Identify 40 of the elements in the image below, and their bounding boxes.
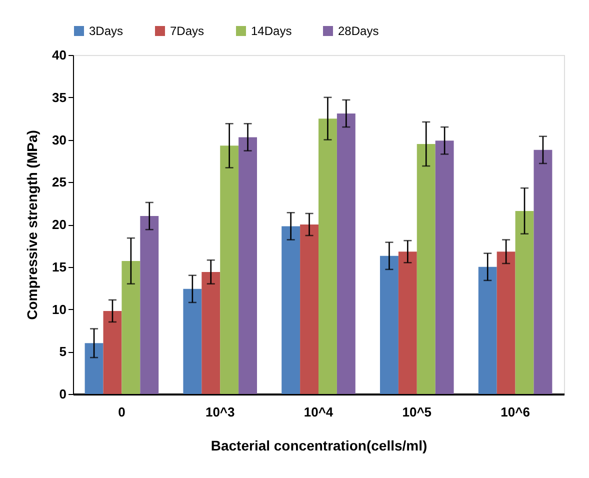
y-tick-label: 30 — [52, 132, 66, 148]
bar — [122, 260, 140, 394]
bar — [84, 343, 104, 394]
y-tick-label: 5 — [59, 344, 66, 360]
legend-label: 28Days — [338, 24, 379, 38]
bar — [300, 224, 318, 394]
x-axis-title: Bacterial concentration(cells/ml) — [210, 438, 428, 454]
bar — [183, 288, 202, 394]
x-tick-label: 10^6 — [500, 404, 530, 420]
bar — [202, 272, 220, 394]
x-tick-label: 0 — [118, 404, 126, 420]
bar — [336, 113, 356, 394]
y-tick-label: 25 — [52, 174, 66, 190]
bar — [238, 137, 257, 394]
bar — [398, 252, 417, 394]
bar — [534, 150, 552, 394]
bar — [140, 216, 159, 394]
y-tick-label: 20 — [52, 217, 66, 232]
y-tick-label: 15 — [52, 259, 66, 274]
x-tick-label: 10^5 — [402, 404, 432, 420]
bar — [103, 310, 122, 394]
bar — [515, 210, 534, 394]
bar — [496, 252, 516, 394]
x-tick-label: 10^3 — [205, 404, 235, 420]
y-tick-label: 0 — [59, 386, 66, 402]
legend-label: 7Days — [170, 24, 204, 38]
y-tick-label: 35 — [52, 90, 66, 105]
y-axis-title: Compressive strength (MPa) — [24, 130, 40, 320]
bar — [220, 146, 239, 394]
bar — [318, 118, 337, 394]
bar — [282, 226, 300, 394]
bar — [416, 144, 436, 394]
bar — [478, 266, 497, 394]
y-tick-label: 40 — [52, 48, 66, 62]
legend-label: 14Days — [251, 24, 292, 38]
bar — [435, 140, 454, 394]
x-tick-label: 10^4 — [304, 404, 334, 420]
bar — [380, 256, 398, 394]
y-tick-label: 10 — [52, 302, 66, 317]
legend-label: 3Days — [89, 24, 124, 38]
